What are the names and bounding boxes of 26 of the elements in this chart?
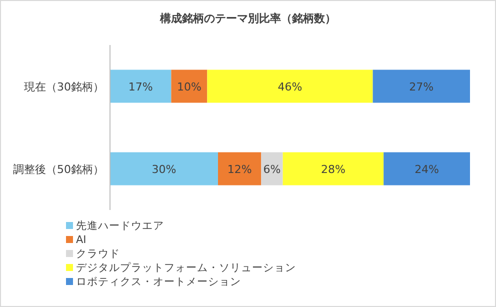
- data-label: 30%: [152, 162, 176, 176]
- data-label: 6%: [263, 162, 281, 176]
- bar: [110, 70, 172, 103]
- y-tick-label: 調整後（50銘柄）: [13, 162, 104, 176]
- bar: [218, 152, 262, 186]
- legend-label: デジタルプラットフォーム・ソリューション: [76, 261, 296, 274]
- bar: [384, 152, 470, 186]
- bar: [282, 152, 384, 186]
- bar: [372, 70, 470, 103]
- legend-label: 先進ハードウエア: [76, 219, 164, 232]
- data-label: 10%: [176, 80, 202, 94]
- data-label: 28%: [320, 162, 346, 176]
- data-label: 24%: [414, 162, 440, 176]
- data-label: 17%: [128, 80, 153, 94]
- bar: [171, 70, 208, 103]
- legend-label: クラウド: [76, 248, 120, 260]
- y-tick-label: 現在（30銘柄）: [24, 80, 104, 94]
- legend-label: ロボティクス・オートメーション: [76, 276, 241, 288]
- data-label: 12%: [227, 162, 252, 176]
- bar: [261, 152, 283, 186]
- chart-title: 構成銘柄のテーマ別比率（銘柄数）: [159, 12, 336, 25]
- legend-label: AI: [76, 234, 86, 246]
- data-label: 46%: [278, 80, 302, 94]
- bar: [207, 70, 373, 103]
- bar: [110, 152, 218, 186]
- data-label: 27%: [409, 80, 434, 94]
